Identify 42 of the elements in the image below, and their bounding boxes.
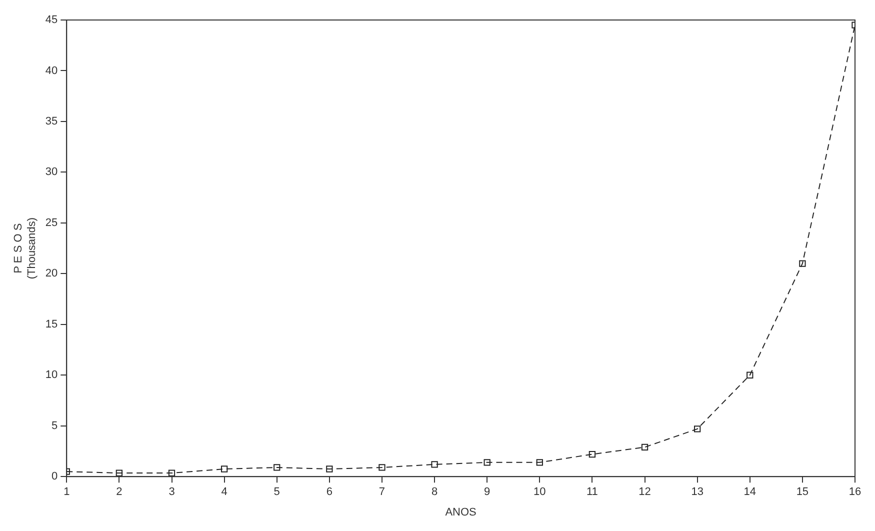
x-tick-label: 11: [586, 486, 598, 498]
point: [168, 470, 176, 476]
x-tick-label: 2: [116, 486, 122, 498]
y-tick-label: 25: [45, 216, 58, 229]
point: [536, 459, 543, 466]
y-tick-label: 35: [45, 116, 58, 128]
point: [378, 464, 386, 471]
point: [220, 466, 228, 472]
y-tick-label: 30: [45, 166, 58, 178]
point: [274, 464, 280, 471]
y-tick-label: 20: [45, 268, 58, 280]
x-tick-label: 7: [378, 486, 386, 498]
x-tick-label: 13: [691, 486, 704, 498]
x-tick-label: 8: [431, 486, 438, 498]
x-tick-label: 4: [221, 486, 228, 498]
point: [799, 260, 806, 267]
y-tick-label: 40: [45, 64, 58, 77]
x-tick-label: 15: [796, 486, 809, 498]
x-tick-label: 14: [744, 486, 756, 498]
x-tick-label: 10: [534, 486, 546, 498]
point: [116, 470, 123, 476]
point: [641, 444, 648, 451]
x-tick-label: 1: [64, 486, 70, 498]
y-tick-label: 10: [45, 369, 58, 382]
x-tick-label: 5: [274, 486, 280, 498]
x-tick-label: 16: [848, 486, 862, 498]
point: [326, 466, 333, 472]
x-tick-label: 9: [484, 486, 490, 498]
point: [588, 450, 596, 458]
y-axis-title: P E S O S (Thousands): [12, 217, 38, 280]
y-tick-label: 0: [52, 470, 58, 483]
x-axis-title: ANOS: [445, 506, 476, 518]
x-tick-label: 3: [168, 486, 175, 498]
point: [694, 426, 701, 432]
x-tick-label: 12: [638, 486, 651, 498]
y-tick-label: 15: [45, 318, 58, 330]
point: [431, 461, 438, 468]
y-tick-label: 5: [52, 420, 58, 432]
point: [746, 372, 754, 378]
y-tick-label: 45: [45, 14, 58, 26]
point: [484, 459, 490, 466]
x-tick-label: 6: [326, 486, 332, 498]
